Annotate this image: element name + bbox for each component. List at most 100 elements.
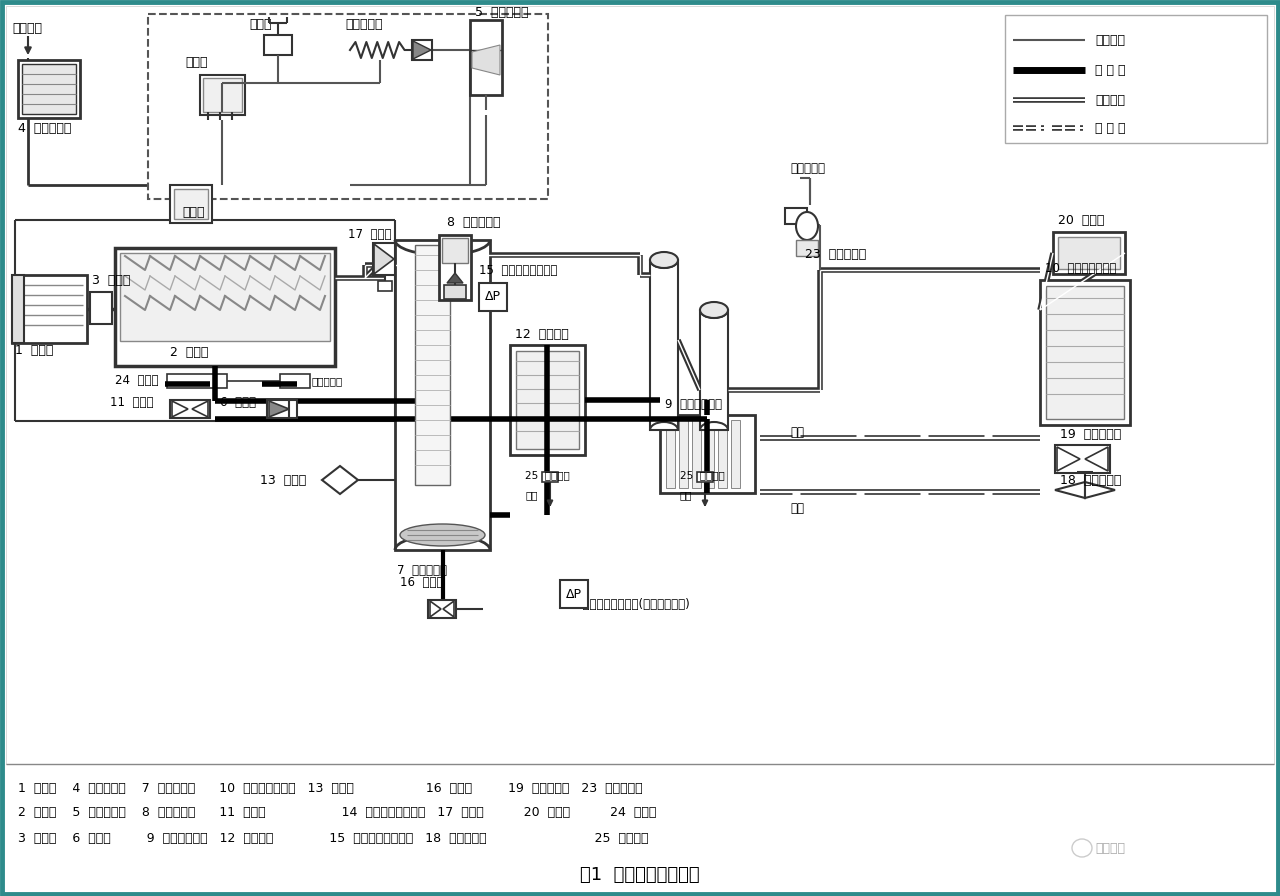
Text: 4  空气滤清器: 4 空气滤清器 xyxy=(18,122,72,134)
Polygon shape xyxy=(472,45,500,75)
Text: 9  油、气冷却器: 9 油、气冷却器 xyxy=(666,399,722,411)
Polygon shape xyxy=(1057,447,1080,471)
Text: 减荷阀: 减荷阀 xyxy=(182,206,205,220)
Text: 接入电控柜: 接入电控柜 xyxy=(790,161,826,175)
Text: 出水: 出水 xyxy=(790,426,804,438)
Text: 进水: 进水 xyxy=(790,502,804,514)
Bar xyxy=(1039,280,1130,425)
Polygon shape xyxy=(413,41,431,59)
Text: 13  液位计: 13 液位计 xyxy=(260,473,306,487)
Bar xyxy=(439,235,471,300)
Bar xyxy=(115,248,335,366)
Bar xyxy=(12,275,87,343)
Bar xyxy=(396,240,490,550)
Text: 3  联轴器: 3 联轴器 xyxy=(92,273,131,287)
Polygon shape xyxy=(443,601,454,617)
Text: 排水: 排水 xyxy=(525,490,538,500)
Text: 19  自动排污阀: 19 自动排污阀 xyxy=(1060,428,1121,442)
Text: 14  油过滤器压差开关(用户特殊订货): 14 油过滤器压差开关(用户特殊订货) xyxy=(561,599,690,611)
Bar xyxy=(1005,15,1267,143)
Text: 15  油分滤芯压差开关: 15 油分滤芯压差开关 xyxy=(479,263,557,277)
Bar xyxy=(1053,232,1125,274)
Text: 8  最小压力阀: 8 最小压力阀 xyxy=(447,217,500,229)
Text: ΔP: ΔP xyxy=(485,290,500,304)
Bar xyxy=(12,275,24,343)
Bar xyxy=(428,600,456,618)
Bar xyxy=(444,285,466,299)
Bar xyxy=(561,580,588,608)
Text: 12  油过滤器: 12 油过滤器 xyxy=(515,329,568,341)
Bar xyxy=(678,420,689,488)
Bar xyxy=(796,240,818,256)
Bar xyxy=(1055,445,1110,473)
Ellipse shape xyxy=(650,252,678,268)
Text: 1  电动机: 1 电动机 xyxy=(15,343,54,357)
Bar xyxy=(718,420,727,488)
Bar xyxy=(18,60,79,118)
Text: 5  进气控制器: 5 进气控制器 xyxy=(475,5,529,19)
Text: 接入电控柜: 接入电控柜 xyxy=(312,376,343,386)
Text: 放空阀: 放空阀 xyxy=(186,56,207,70)
Bar xyxy=(516,351,579,449)
Text: 排水: 排水 xyxy=(680,490,692,500)
Polygon shape xyxy=(269,401,289,417)
Bar xyxy=(785,208,806,224)
Bar xyxy=(372,243,396,275)
Bar xyxy=(479,283,507,311)
Text: 空气入口: 空气入口 xyxy=(12,22,42,35)
Text: 7  油气分离器: 7 油气分离器 xyxy=(397,564,447,576)
Polygon shape xyxy=(1085,482,1115,498)
Bar xyxy=(90,292,113,324)
Bar xyxy=(692,420,701,488)
Bar xyxy=(442,238,468,263)
Bar xyxy=(120,253,330,341)
Text: 2  压缩机: 2 压缩机 xyxy=(170,347,209,359)
Bar xyxy=(470,20,502,95)
Bar xyxy=(705,420,714,488)
Bar xyxy=(200,75,244,115)
Bar xyxy=(174,189,207,219)
Bar xyxy=(378,281,392,291)
Bar xyxy=(6,6,1274,764)
Bar xyxy=(22,64,76,114)
Ellipse shape xyxy=(399,524,485,546)
Text: 电磁阀: 电磁阀 xyxy=(250,19,271,31)
Polygon shape xyxy=(192,401,207,417)
Text: 18  手动排污阀: 18 手动排污阀 xyxy=(1060,473,1121,487)
Bar xyxy=(204,78,242,112)
Bar xyxy=(166,374,227,388)
Polygon shape xyxy=(1085,447,1108,471)
Bar xyxy=(268,400,297,418)
Bar xyxy=(698,472,713,482)
Bar xyxy=(412,40,433,60)
Bar xyxy=(280,374,310,388)
Text: 11  断油阀: 11 断油阀 xyxy=(110,397,154,409)
Text: 25  直嘴滤塞: 25 直嘴滤塞 xyxy=(525,470,570,480)
Bar xyxy=(509,345,585,455)
Ellipse shape xyxy=(700,302,728,318)
Text: 20  供气阀: 20 供气阀 xyxy=(1059,213,1105,227)
Text: 24  热电阻: 24 热电阻 xyxy=(115,374,159,386)
Text: 空气管路: 空气管路 xyxy=(1094,93,1125,107)
Polygon shape xyxy=(323,466,358,494)
Text: 25  直嘴滤塞: 25 直嘴滤塞 xyxy=(680,470,724,480)
Text: 2  压缩机    5  进气控制器    8  最小压力阀      11  断油阀                   14  油过滤器压差开关   17 : 2 压缩机 5 进气控制器 8 最小压力阀 11 断油阀 14 油过滤器压差开关… xyxy=(18,806,657,819)
Text: 油 管 路: 油 管 路 xyxy=(1094,64,1125,76)
Bar xyxy=(731,420,740,488)
Polygon shape xyxy=(447,273,463,283)
Text: 图1  空压机组流程简图: 图1 空压机组流程简图 xyxy=(580,866,700,884)
Text: 17  安全阀: 17 安全阀 xyxy=(348,228,392,242)
Bar xyxy=(148,14,548,199)
Bar xyxy=(415,245,451,485)
Bar xyxy=(660,415,755,493)
Text: ΔP: ΔP xyxy=(566,588,582,600)
Text: 稳压调节器: 稳压调节器 xyxy=(346,19,383,31)
Bar xyxy=(170,185,212,223)
Text: 3  联轴器    6  单向阀         9  油、气冷却器   12  油过滤器              15  油分滤芯压差开关   18  手动: 3 联轴器 6 单向阀 9 油、气冷却器 12 油过滤器 15 油分滤芯压差开关… xyxy=(18,831,649,845)
Polygon shape xyxy=(430,601,442,617)
Bar xyxy=(1046,286,1124,419)
Text: 控制管路: 控制管路 xyxy=(1094,33,1125,47)
Polygon shape xyxy=(1055,482,1085,498)
Polygon shape xyxy=(172,401,188,417)
Polygon shape xyxy=(374,244,394,274)
